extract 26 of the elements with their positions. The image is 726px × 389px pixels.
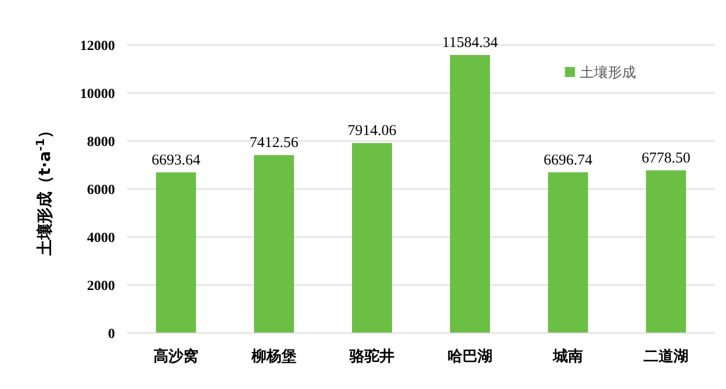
x-tick-label: 柳杨堡 [250, 347, 296, 365]
bar [156, 172, 196, 333]
data-label: 7914.06 [348, 123, 397, 140]
bar [548, 172, 588, 333]
bar [352, 143, 392, 333]
data-label: 6778.50 [642, 150, 690, 166]
bar [254, 155, 294, 333]
data-label: 11584.34 [442, 34, 498, 51]
x-tick-label: 哈巴湖 [448, 347, 492, 365]
y-tick-label: 12000 [80, 39, 115, 54]
bar [646, 170, 686, 333]
x-tick-label: 高沙窝 [154, 347, 198, 365]
y-tick-label: 10000 [80, 87, 115, 102]
legend-label: 土壤形成 [580, 65, 636, 81]
x-tick-label: 城南 [552, 347, 583, 365]
data-label: 6693.64 [152, 152, 201, 168]
y-tick-label: 0 [108, 327, 115, 342]
bar [450, 54, 490, 333]
data-label: 6696.74 [544, 152, 593, 168]
x-tick-label: 二道湖 [644, 347, 688, 365]
y-tick-label: 4000 [87, 231, 115, 246]
x-tick-label: 骆驼井 [348, 347, 394, 365]
y-tick-label: 8000 [87, 135, 115, 150]
y-tick-label: 6000 [87, 183, 115, 198]
data-label: 7412.56 [250, 135, 299, 152]
y-tick-label: 2000 [87, 279, 115, 294]
